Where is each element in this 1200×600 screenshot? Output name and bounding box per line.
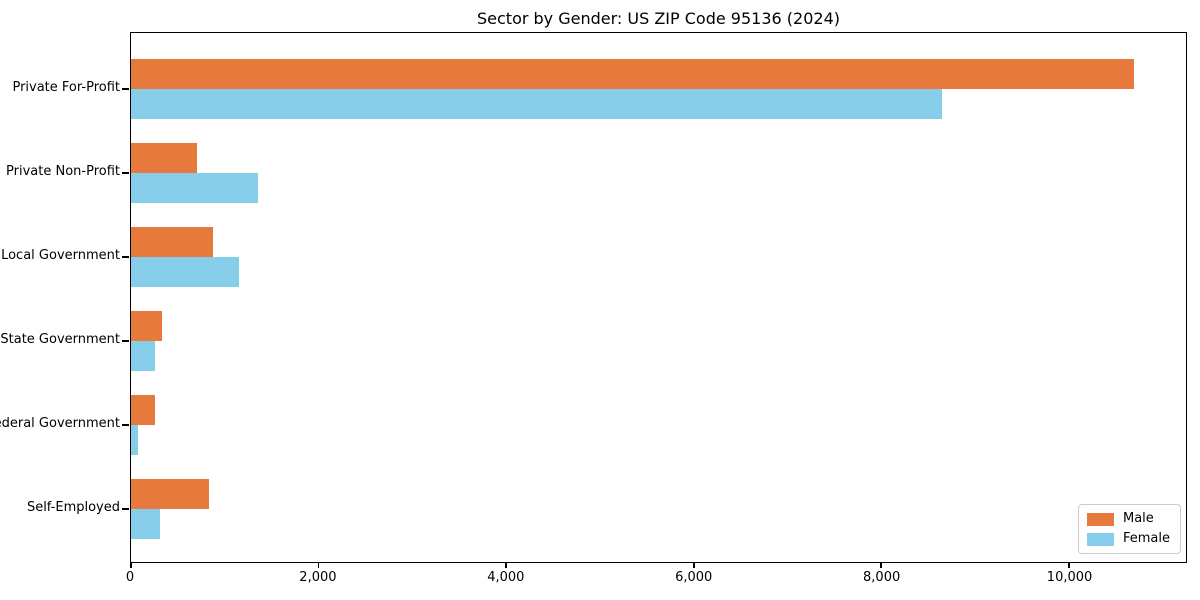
x-tick-mark bbox=[130, 562, 132, 568]
y-axis-label: Private For-Profit bbox=[12, 80, 120, 95]
y-tick-mark bbox=[122, 424, 129, 426]
bar-female-2 bbox=[131, 257, 239, 287]
x-tick-mark bbox=[1067, 562, 1070, 568]
bar-female-1 bbox=[131, 173, 258, 203]
y-tick-mark bbox=[122, 256, 129, 258]
y-axis-label: Private Non-Profit bbox=[6, 164, 120, 179]
bar-male-4 bbox=[131, 395, 155, 425]
y-axis-labels: Private For-Profit Private Non-Profit Loca… bbox=[0, 32, 120, 563]
y-tick-mark bbox=[122, 508, 129, 510]
bar-male-3 bbox=[131, 311, 162, 341]
x-tick-mark bbox=[880, 562, 883, 568]
bar-male-1 bbox=[131, 143, 197, 173]
x-tick-mark bbox=[505, 562, 507, 568]
y-tick-mark bbox=[122, 88, 129, 90]
legend-label-female: Female bbox=[1122, 531, 1170, 546]
bar-female-4 bbox=[131, 425, 139, 455]
x-axis-tick-label: 0 bbox=[125, 570, 135, 585]
male-color-swatch bbox=[1086, 512, 1114, 526]
x-axis-tick-label: 2,000 bbox=[299, 570, 337, 585]
x-axis-tick-label: 4,000 bbox=[487, 570, 525, 585]
legend-item-female: Female bbox=[1086, 531, 1170, 546]
bar-female-0 bbox=[131, 89, 943, 119]
y-tick-mark bbox=[122, 172, 129, 174]
x-tick-mark bbox=[317, 562, 320, 568]
y-tick-mark bbox=[122, 340, 129, 342]
y-axis-label: Federal Government bbox=[0, 416, 120, 431]
bar-female-3 bbox=[131, 341, 155, 371]
x-axis-tick-label: 10,000 bbox=[1046, 570, 1093, 585]
x-axis-ticks: 0 2,000 4,000 6,000 8,000 10,000 bbox=[126, 570, 1187, 590]
x-axis-tick-label: 6,000 bbox=[675, 570, 713, 585]
x-tick-mark bbox=[692, 562, 695, 568]
x-axis-tick-label: 8,000 bbox=[863, 570, 901, 585]
bar-female-5 bbox=[131, 509, 161, 539]
legend-label-male: Male bbox=[1122, 511, 1154, 526]
chart-title: Sector by Gender: US ZIP Code 95136 (202… bbox=[477, 9, 840, 28]
bars-layer bbox=[131, 33, 1186, 562]
y-axis-label: Self-Employed bbox=[26, 500, 120, 515]
legend: Male Female bbox=[1077, 504, 1181, 554]
plot-area: Male Female bbox=[122, 32, 1187, 568]
bar-male-0 bbox=[131, 59, 1135, 89]
y-axis-label: State Government bbox=[0, 332, 120, 347]
bar-male-2 bbox=[131, 227, 213, 257]
legend-item-male: Male bbox=[1086, 511, 1170, 526]
female-color-swatch bbox=[1086, 532, 1114, 546]
bar-male-5 bbox=[131, 479, 209, 509]
y-axis-label: Local Government bbox=[1, 248, 120, 263]
